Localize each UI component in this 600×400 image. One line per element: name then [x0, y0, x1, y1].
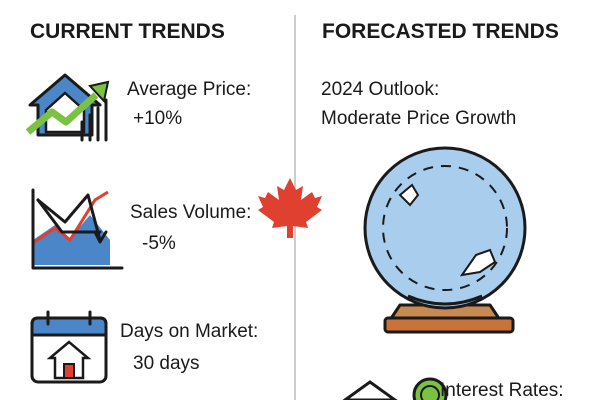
outlook-line: 2024 Outlook:	[321, 79, 439, 100]
item-value: -5%	[142, 233, 176, 254]
rates-icon	[342, 377, 448, 400]
calendar-icon-part	[30, 316, 108, 337]
price-icon-part	[88, 80, 110, 104]
sales-icon-part	[32, 190, 109, 245]
sales-icon	[31, 188, 124, 270]
calendar-icon	[30, 310, 108, 384]
crystal-ball-part	[383, 316, 515, 334]
calendar-icon-part	[63, 363, 75, 379]
item-label: Days on Market:	[120, 321, 258, 342]
price-icon-part	[25, 92, 99, 135]
item-label: Interest Rates:	[440, 380, 564, 400]
calendar-icon-part	[46, 340, 92, 380]
sales-icon-part	[93, 230, 108, 244]
crystal-ball	[363, 146, 527, 334]
left-title: CURRENT TRENDS	[30, 20, 225, 43]
sales-icon-part	[31, 188, 124, 270]
crystal-ball-part	[459, 248, 497, 277]
crystal-ball-part	[398, 183, 420, 207]
item-value: 30 days	[133, 353, 200, 374]
sales-icon-part	[36, 198, 102, 234]
rates-icon-part	[420, 385, 440, 400]
rates-icon-part	[342, 380, 398, 400]
right-title: FORECASTED TRENDS	[322, 20, 559, 43]
price-icon-part	[44, 91, 86, 134]
crystal-ball-part	[382, 165, 508, 291]
sales-icon-part	[36, 193, 102, 242]
crystal-ball-part	[363, 146, 527, 310]
item-value: +10%	[133, 108, 182, 129]
crystal-ball-part	[407, 294, 483, 306]
item-label: Sales Volume:	[130, 202, 251, 223]
item-label: Average Price:	[127, 79, 251, 100]
outlook-line: Moderate Price Growth	[321, 108, 516, 129]
maple-leaf	[258, 178, 322, 238]
price-icon	[25, 73, 110, 142]
